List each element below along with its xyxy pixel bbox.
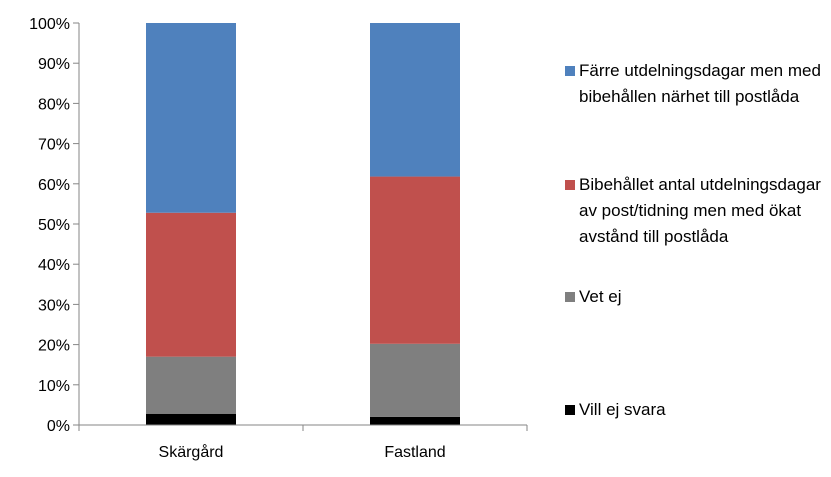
bar-segment — [370, 416, 460, 425]
y-tick-label: 40% — [38, 257, 70, 274]
bar-segment — [146, 212, 236, 357]
legend-item: Färre utdelningsdagar men med bibehållen… — [565, 58, 825, 110]
bar-segment — [146, 23, 236, 213]
legend-item: Vet ej — [565, 284, 825, 310]
y-tick-label: 100% — [29, 16, 70, 33]
bar-segment — [370, 176, 460, 344]
axes — [73, 22, 528, 431]
legend-swatch — [565, 180, 575, 190]
y-tick-label: 60% — [38, 177, 70, 194]
legend-label: Vill ej svara — [579, 400, 666, 419]
legend-swatch — [565, 292, 575, 302]
bar-segment — [146, 413, 236, 425]
y-tick-label: 80% — [38, 96, 70, 113]
bar-segment — [370, 23, 460, 177]
bar-segment — [146, 356, 236, 414]
legend-swatch — [565, 66, 575, 76]
y-tick-label: 20% — [38, 338, 70, 355]
y-tick-label: 30% — [38, 297, 70, 314]
x-category-label: Fastland — [384, 444, 445, 461]
legend-label: Bibehållet antal utdelningsdagar av post… — [579, 175, 821, 246]
legend-item: Bibehållet antal utdelningsdagar av post… — [565, 172, 825, 250]
y-tick-labels: 0% 10% 20% 30% 40% 50% 60% 70% 80% 90% 100% — [29, 16, 70, 435]
y-tick-label: 50% — [38, 217, 70, 234]
y-tick-label: 0% — [47, 418, 70, 435]
y-tick-label: 70% — [38, 137, 70, 154]
bars — [146, 23, 460, 425]
x-category-labels: Skärgård Fastland — [159, 443, 446, 461]
bar-segment — [370, 343, 460, 417]
x-category-label: Skärgård — [159, 443, 224, 461]
y-tick-label: 10% — [38, 378, 70, 395]
legend-item: Vill ej svara — [565, 397, 825, 423]
legend-label: Vet ej — [579, 287, 622, 306]
y-tick-label: 90% — [38, 56, 70, 73]
legend-label: Färre utdelningsdagar men med bibehållen… — [579, 61, 821, 106]
legend-swatch — [565, 405, 575, 415]
